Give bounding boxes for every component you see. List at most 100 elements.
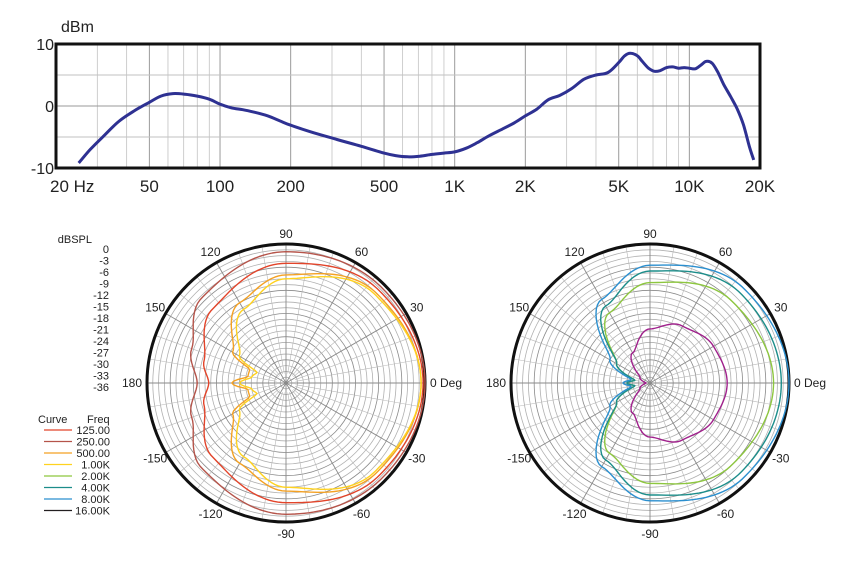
polar-series-16.00K [630,323,728,443]
polar-angle-label: -90 [277,527,295,541]
polar-spoke [165,382,287,453]
polar-spoke [625,246,649,374]
polar-angle-label: 30 [410,301,424,315]
polar-spoke [293,293,393,377]
polar-series-500.00 [230,273,422,493]
radial-tick-label: -33 [93,371,109,383]
polar-spoke [295,335,417,380]
polar-angle-label: 0 Deg [430,376,462,390]
polar-spoke [292,390,376,490]
polar-spoke [543,293,643,377]
polar-spoke [289,392,334,514]
y-tick-label: 10 [36,37,54,54]
polar-spoke [659,384,787,408]
polar-spoke [657,293,757,377]
polar-spoke [287,246,311,374]
polar-spoke [529,382,651,453]
polar-angle-label: -150 [143,452,167,466]
radial-tick-label: -15 [93,302,109,314]
polar-spoke [649,313,771,384]
legend-label: 250.00 [76,437,110,449]
polar-spoke [165,313,287,384]
polar-angle-label: -120 [198,507,222,521]
polar-angle-label: 150 [145,301,165,315]
polar-spoke [149,384,277,408]
polar-angle-label: 120 [200,245,220,259]
polar-spoke [653,392,698,514]
polar-spoke [285,262,356,384]
polar-angle-label: -90 [641,527,659,541]
legend-label: 2.00K [81,471,110,483]
polar-spoke [285,382,407,453]
polar-angle-label: 180 [486,376,506,390]
polar-angle-label: -60 [717,507,735,521]
legend-label: 8.00K [81,494,110,506]
y-tick-label: -10 [31,161,54,178]
polar-spoke [285,382,356,504]
legend-label: 16.00K [75,506,111,518]
polar-spoke [656,390,740,490]
legend: Curve Freq125.00250.00500.001.00K2.00K4.0… [38,414,111,518]
x-tick-label: 100 [206,177,234,196]
polar-angle-label: 90 [279,227,293,241]
radial-tick-label: -3 [99,256,109,268]
radial-tick-label: -18 [93,313,109,325]
radial-tick-label: -36 [93,382,109,394]
polar-spoke [649,382,771,453]
polar-spoke [295,386,417,431]
polar-angle-label: 60 [355,245,369,259]
polar-spoke [513,384,641,408]
radial-tick-label: -24 [93,336,109,348]
polar-spoke [653,252,698,374]
radial-tick-label: -27 [93,348,109,360]
dbspl-scale: dBSPL 0-3-6-9-12-15-18-21-24-27-30-33-36 [58,234,109,394]
polar-angle-label: 150 [509,301,529,315]
polar-spoke [289,252,334,374]
polar-angle-label: -60 [353,507,371,521]
polar-spoke [238,392,283,514]
polar-spoke [625,392,649,520]
polar-spoke [293,389,393,473]
x-tick-label: 20 Hz [50,177,94,196]
polar-spoke [651,392,675,520]
polar-spoke [179,389,279,473]
legend-header-freq: Freq [87,414,110,426]
polar-spoke [285,313,407,384]
y-tick-label: 0 [45,99,54,116]
polar-spoke [513,358,641,382]
legend-label: 4.00K [81,483,110,495]
x-tick-label: 50 [140,177,159,196]
polar-series-4.00K [600,270,782,496]
polar-spoke [649,382,720,504]
polar-spoke [196,390,280,490]
legend-label: 500.00 [76,448,110,460]
polar-spoke [295,384,423,408]
polar-angle-label: 0 Deg [794,376,826,390]
polar-spoke [179,293,279,377]
radial-tick-label: -12 [93,290,109,302]
y-axis-label: dBm [61,19,94,36]
polar-spoke [292,276,376,376]
polar-spoke [238,252,283,374]
x-tick-label: 10K [674,177,705,196]
polar-spoke [602,252,647,374]
legend-label: 125.00 [76,425,110,437]
polar-chart-high-freq: 0 Deg 30 60 90 120 150 180 -150 -120 -90 -60 -30 [486,227,826,541]
polar-series-1.00K [235,276,422,490]
polar-angle-label: -30 [772,452,790,466]
x-tick-label: 200 [276,177,304,196]
polar-angle-label: 120 [564,245,584,259]
polar-angle-label: 90 [643,227,657,241]
legend-label: 1.00K [81,460,110,472]
polar-spoke [543,389,643,473]
polar-spoke [659,358,787,382]
polar-series-250.00 [190,251,426,515]
polar-series-8.00K [595,264,790,502]
polar-angle-label: -30 [408,452,426,466]
polar-angle-label: 180 [122,376,142,390]
polar-spoke [529,313,651,384]
polar-spoke [216,382,287,504]
x-tick-label: 5K [608,177,629,196]
